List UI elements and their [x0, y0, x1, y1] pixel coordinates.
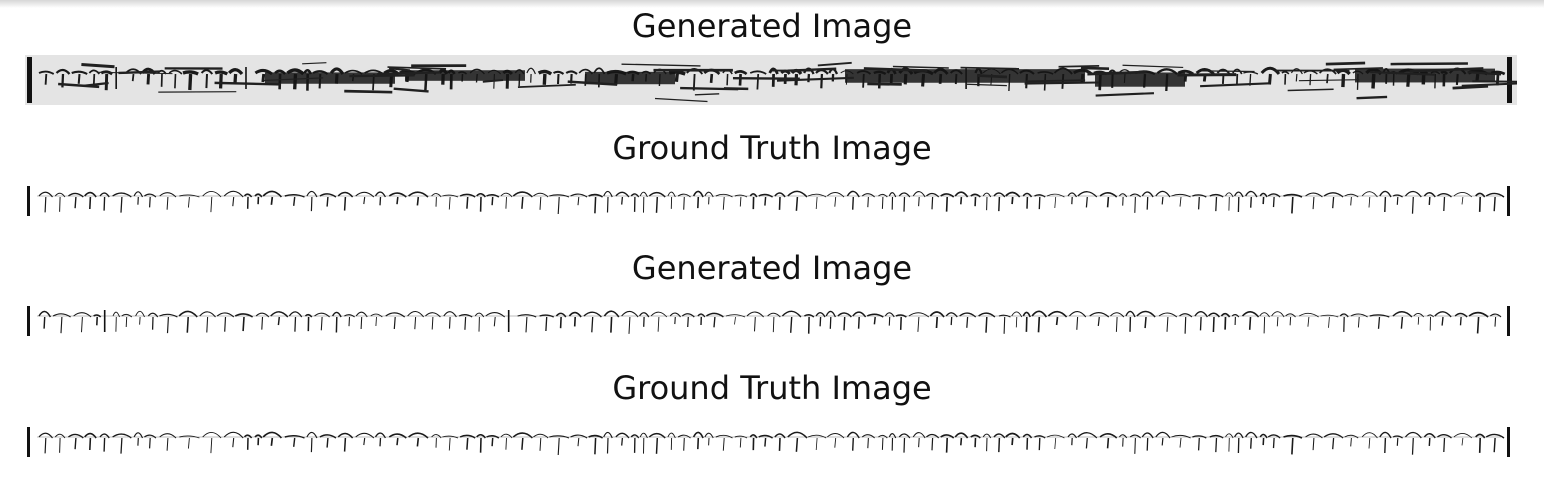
manuscript-line-image — [27, 427, 1510, 457]
window-top-shadow — [0, 0, 1544, 8]
panel-title: Generated Image — [631, 249, 913, 287]
manuscript-line-image — [27, 306, 1510, 336]
panel-title: Generated Image — [631, 7, 913, 45]
panel-title: Ground Truth Image — [612, 369, 932, 407]
manuscript-line-image — [25, 55, 1517, 105]
generated-image-strip — [25, 296, 1517, 346]
panel-title: Ground Truth Image — [612, 129, 932, 167]
ground-truth-image-strip — [25, 417, 1517, 467]
manuscript-line-image — [27, 186, 1510, 216]
generated-image-strip — [25, 55, 1517, 105]
ground-truth-image-strip — [25, 176, 1517, 226]
